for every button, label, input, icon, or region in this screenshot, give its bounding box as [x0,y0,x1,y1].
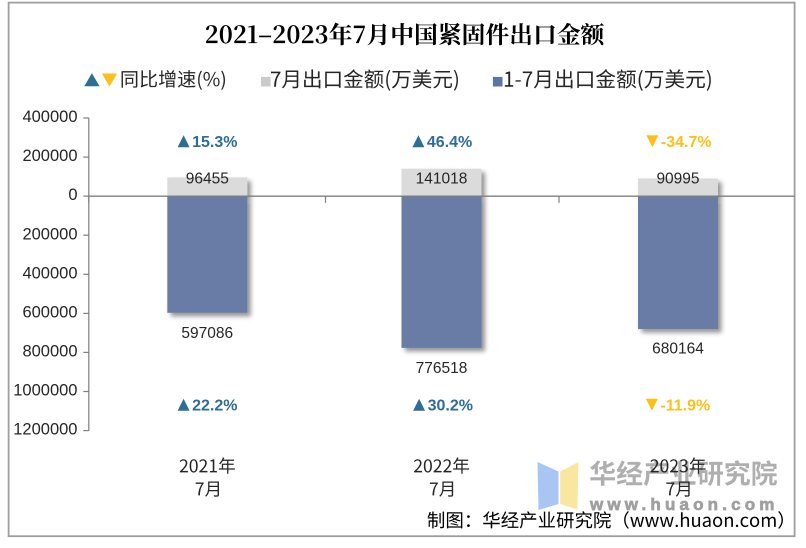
svg-text:1000000: 1000000 [13,382,77,400]
svg-text:200000: 200000 [22,225,77,243]
svg-text:680164: 680164 [652,341,704,358]
svg-text:22.2%: 22.2% [192,398,237,415]
svg-text:1200000: 1200000 [13,421,77,439]
svg-text:96455: 96455 [186,170,229,187]
svg-text:141018: 141018 [416,170,468,187]
svg-text:-34.7%: -34.7% [661,134,712,151]
svg-text:0: 0 [68,186,77,204]
svg-text:400000: 400000 [22,108,77,126]
svg-text:90995: 90995 [656,170,699,187]
svg-text:400000: 400000 [22,264,77,282]
svg-text:776518: 776518 [416,360,468,377]
svg-text:46.4%: 46.4% [427,134,472,151]
svg-text:597086: 597086 [181,325,233,342]
svg-text:600000: 600000 [22,303,77,321]
svg-text:200000: 200000 [22,147,77,165]
svg-text:800000: 800000 [22,343,77,361]
svg-text:www.huaon.com: www.huaon.com [589,495,779,514]
svg-text:15.3%: 15.3% [192,134,237,151]
svg-text:-11.9%: -11.9% [660,398,710,415]
svg-text:30.2%: 30.2% [428,398,473,415]
